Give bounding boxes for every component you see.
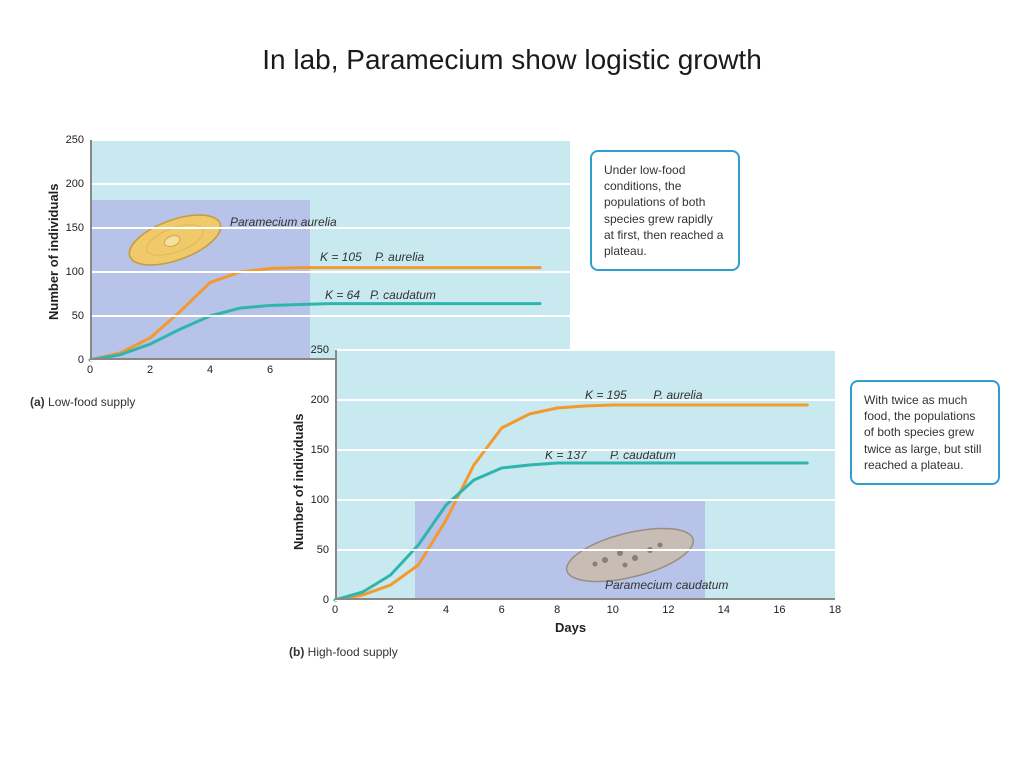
paramecium-aurelia-icon	[120, 210, 230, 270]
caption-a: (a) Low-food supply	[30, 395, 135, 409]
caption-b: (b) High-food supply	[289, 645, 398, 659]
y-axis-label-a: Number of individuals	[46, 183, 61, 320]
illustration-label-b: Paramecium caudatum	[605, 578, 728, 592]
plot-area-a: Paramecium aurelia K = 105 P. aurelia K …	[90, 140, 570, 360]
x-axis-label-b: Days	[555, 620, 586, 635]
k-label-caudatum-a: K = 64 P. caudatum	[325, 288, 436, 302]
y-axis-label-b: Number of individuals	[291, 413, 306, 550]
callout-b: With twice as much food, the populations…	[850, 380, 1000, 485]
chart-high-food: Paramecium caudatum K = 195 P. aurelia K…	[275, 340, 855, 660]
k-label-aurelia-a: K = 105 P. aurelia	[320, 250, 424, 264]
callout-a: Under low-food conditions, the populatio…	[590, 150, 740, 271]
plot-area-b: Paramecium caudatum K = 195 P. aurelia K…	[335, 350, 835, 600]
page-title: In lab, Paramecium show logistic growth	[0, 0, 1024, 76]
